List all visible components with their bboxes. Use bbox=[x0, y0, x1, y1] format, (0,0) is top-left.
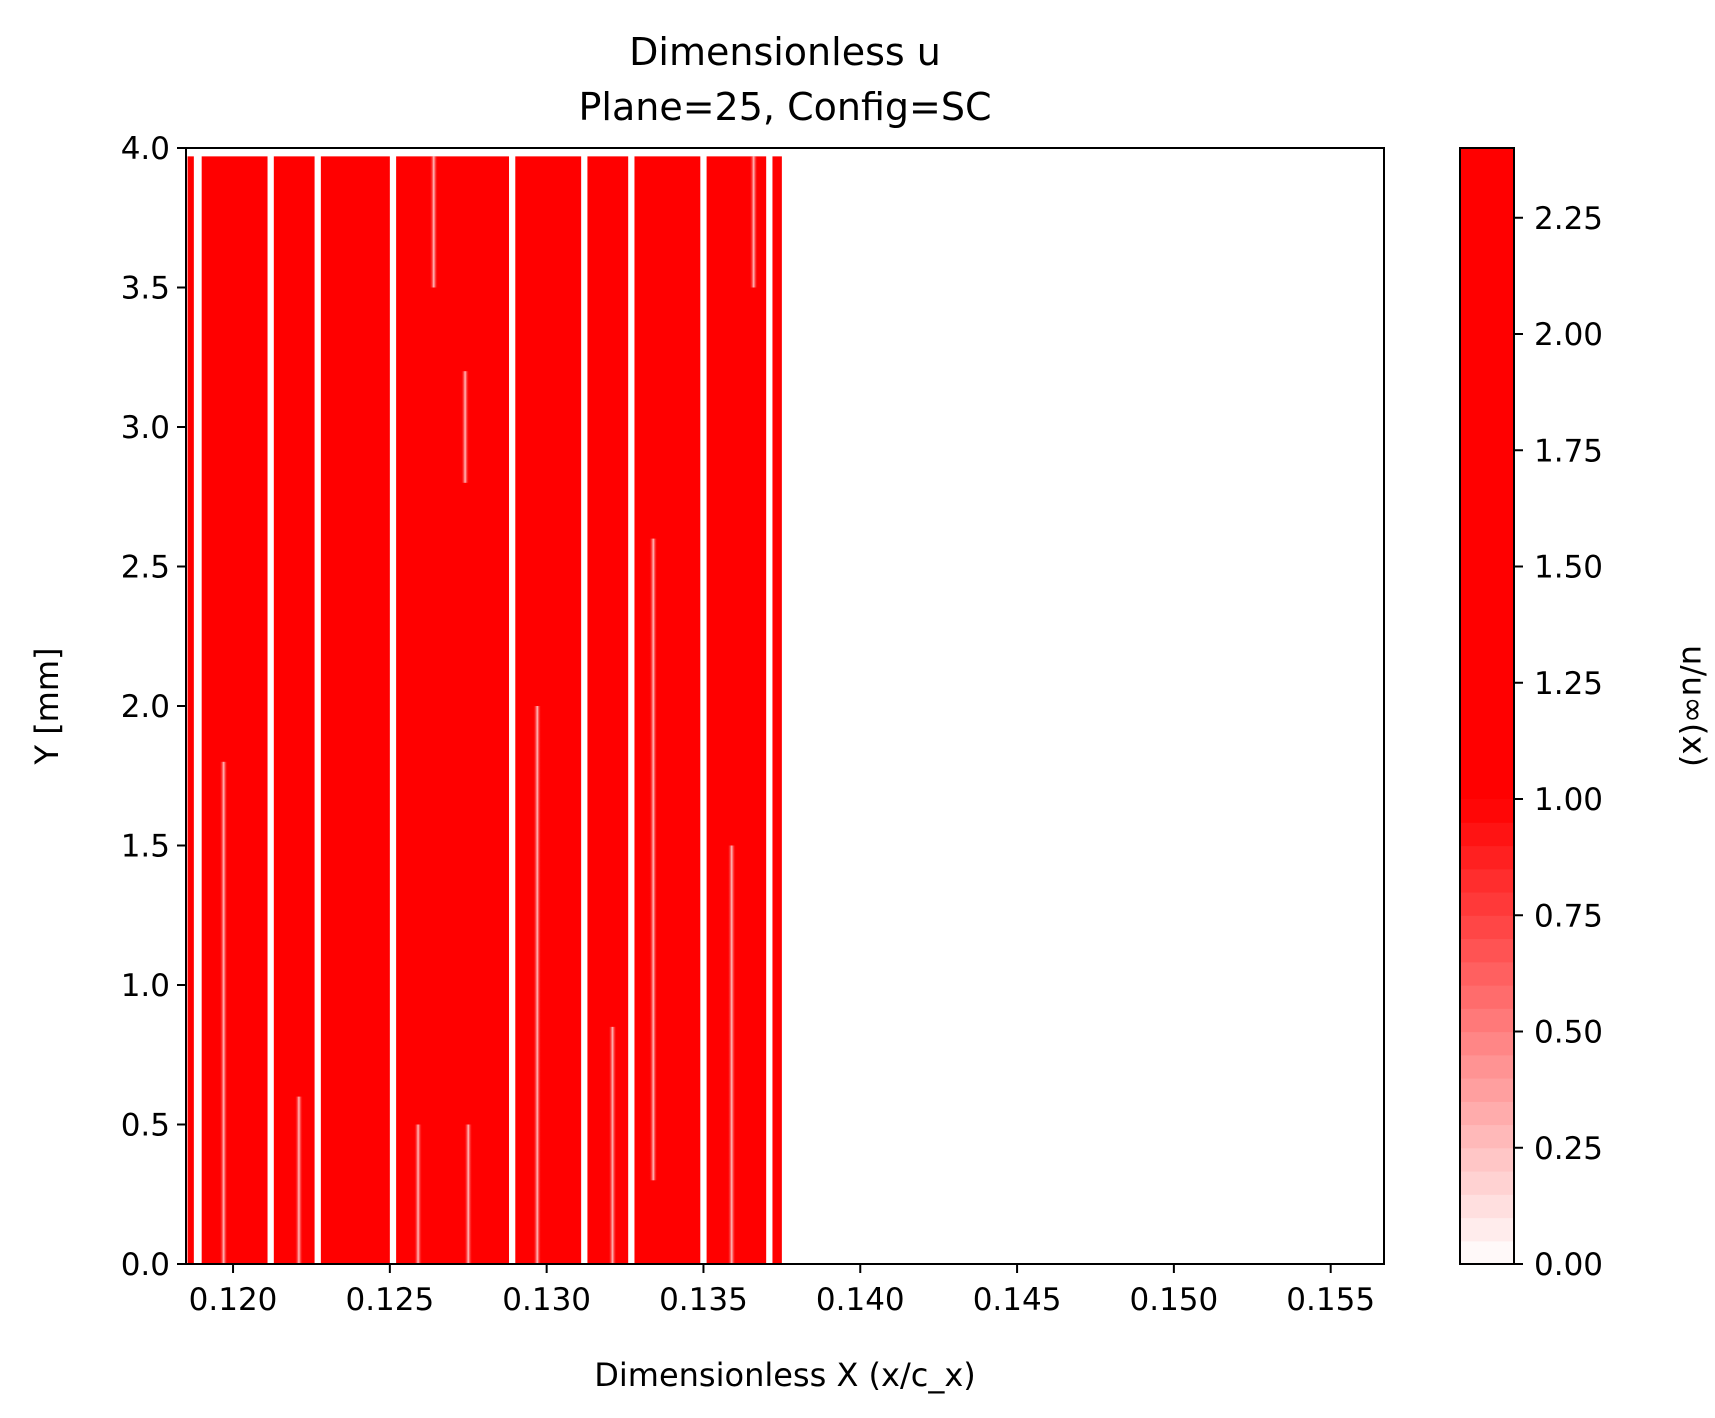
colorbar-step bbox=[1460, 915, 1514, 940]
heatmap-streak-11 bbox=[749, 156, 758, 288]
y-tick-label: 4.0 bbox=[121, 131, 170, 167]
colorbar-step bbox=[1460, 1171, 1514, 1195]
chart-title: Dimensionless u bbox=[629, 30, 941, 74]
heatmap-streak-5 bbox=[464, 1124, 473, 1264]
x-tick-label: 0.155 bbox=[1286, 1282, 1375, 1318]
colorbar-tick-label: 1.75 bbox=[1534, 433, 1603, 469]
heatmap-band-1 bbox=[187, 156, 194, 1264]
colorbar-tick-label: 1.25 bbox=[1534, 666, 1603, 702]
colorbar-step bbox=[1460, 1217, 1514, 1242]
colorbar-step bbox=[1460, 799, 1514, 823]
colorbar-tick-label: 0.00 bbox=[1534, 1247, 1603, 1283]
colorbar-frame bbox=[1459, 147, 1515, 1265]
heatmap-streak-10 bbox=[727, 845, 736, 1264]
colorbar-step bbox=[1460, 1147, 1514, 1172]
y-tick-label: 0.0 bbox=[121, 1247, 170, 1283]
plot-area bbox=[187, 156, 782, 1264]
colorbar-tick-label: 1.50 bbox=[1534, 550, 1603, 586]
x-tick-label: 0.135 bbox=[659, 1282, 748, 1318]
y-axis: 0.0 0.5 1.0 1.5 2.0 2.5 3.0 3.5 4.0 bbox=[121, 131, 186, 1283]
x-axis: 0.120 0.125 0.130 0.135 0.140 0.145 0.150 0.155 bbox=[189, 1264, 1375, 1318]
y-tick-label: 2.5 bbox=[121, 550, 170, 586]
heatmap-streak-7 bbox=[533, 706, 542, 1264]
heatmap-band-6 bbox=[515, 156, 582, 1264]
heatmap-streak-8 bbox=[608, 1026, 617, 1264]
colorbar-step bbox=[1460, 868, 1514, 893]
colorbar-step bbox=[1460, 1008, 1514, 1033]
y-tick-label: 0.5 bbox=[121, 1108, 170, 1144]
colorbar-saturated bbox=[1460, 148, 1514, 799]
colorbar-tick-label: 0.50 bbox=[1534, 1015, 1603, 1051]
heatmap-band-5 bbox=[396, 156, 510, 1264]
colorbar-tick-label: 2.25 bbox=[1534, 201, 1603, 237]
colorbar-step bbox=[1460, 1101, 1514, 1126]
heatmap-band-4 bbox=[320, 156, 390, 1264]
colorbar-step bbox=[1460, 1124, 1514, 1149]
colorbar-step bbox=[1460, 961, 1514, 986]
y-tick-label: 1.5 bbox=[121, 829, 170, 865]
heatmap-streak-3 bbox=[414, 1124, 423, 1264]
heatmap-streak-6 bbox=[461, 371, 470, 483]
heatmap-band-2 bbox=[201, 156, 268, 1264]
y-tick-label: 3.5 bbox=[121, 271, 170, 307]
y-tick-label: 2.0 bbox=[121, 689, 170, 725]
heatmap-band-8 bbox=[634, 156, 701, 1264]
y-tick-label: 3.0 bbox=[121, 410, 170, 446]
heatmap-streak-4 bbox=[429, 156, 438, 288]
heatmap-band-10 bbox=[772, 156, 782, 1264]
colorbar-step bbox=[1460, 822, 1514, 847]
colorbar-step bbox=[1460, 892, 1514, 916]
colorbar-step bbox=[1460, 1194, 1514, 1219]
colorbar-tick-label: 1.00 bbox=[1534, 782, 1603, 818]
x-tick-label: 0.145 bbox=[973, 1282, 1062, 1318]
y-axis-label: Y [mm] bbox=[28, 647, 66, 765]
heatmap-streak-2 bbox=[294, 1096, 303, 1264]
x-tick-label: 0.130 bbox=[502, 1282, 591, 1318]
colorbar-step bbox=[1460, 938, 1514, 963]
colorbar-step bbox=[1460, 985, 1514, 1009]
x-tick-label: 0.150 bbox=[1130, 1282, 1219, 1318]
colorbar-tick-label: 0.75 bbox=[1534, 898, 1603, 934]
heatmap-streak-1 bbox=[219, 761, 228, 1264]
colorbar: 0.00 0.25 0.50 0.75 1.00 1.25 1.50 1.75 2.00 2.25 bbox=[1459, 147, 1603, 1283]
colorbar-step bbox=[1460, 845, 1514, 870]
heatmap-band-3 bbox=[273, 156, 315, 1264]
colorbar-step bbox=[1460, 1240, 1514, 1265]
colorbar-step bbox=[1460, 1054, 1514, 1079]
heatmap-band-9 bbox=[706, 156, 767, 1264]
colorbar-step bbox=[1460, 1078, 1514, 1102]
heatmap-streak-9 bbox=[649, 538, 658, 1181]
colorbar-label: u/u∞(x) bbox=[1675, 645, 1713, 767]
x-tick-label: 0.140 bbox=[816, 1282, 905, 1318]
colorbar-tick-label: 2.00 bbox=[1534, 317, 1603, 353]
y-tick-label: 1.0 bbox=[121, 968, 170, 1004]
x-axis-label: Dimensionless X (x/c_x) bbox=[594, 1356, 976, 1394]
chart-subtitle: Plane=25, Config=SC bbox=[579, 85, 992, 129]
heatmap-band-7 bbox=[587, 156, 629, 1264]
colorbar-step bbox=[1460, 1031, 1514, 1056]
x-tick-label: 0.120 bbox=[189, 1282, 278, 1318]
colorbar-tick-label: 0.25 bbox=[1534, 1131, 1603, 1167]
x-tick-label: 0.125 bbox=[345, 1282, 434, 1318]
